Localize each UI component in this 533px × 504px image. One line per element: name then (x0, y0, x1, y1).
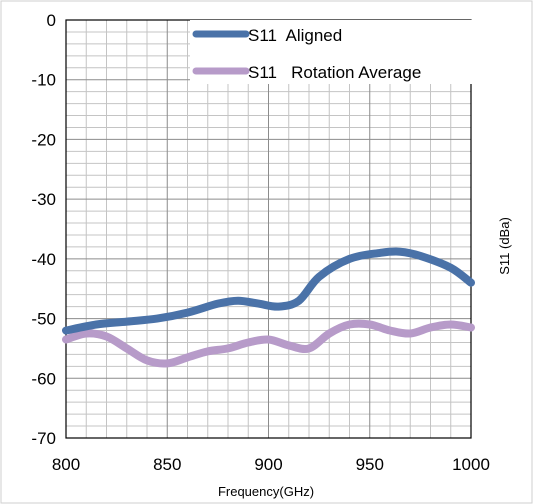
y-tick-label: -40 (31, 250, 56, 269)
y-tick-label: -30 (31, 190, 56, 209)
x-tick-label: 850 (153, 455, 181, 474)
series-layer (62, 247, 475, 368)
y-tick-label: -20 (31, 130, 56, 149)
legend-label-aligned: S11 Aligned (248, 26, 342, 45)
y-axis-title: S11 (dBa) (497, 217, 512, 275)
y-tick-label: -60 (31, 369, 56, 388)
series-line-rotation-average (62, 319, 475, 368)
x-tick-label: 900 (254, 455, 282, 474)
legend-label-rotation-average: S11 Rotation Average (248, 63, 421, 82)
x-tick-label: 1000 (452, 455, 490, 474)
y-tick-label: 0 (47, 11, 56, 30)
x-axis-tick-labels: 800 850 900 950 1000 (52, 455, 490, 474)
y-axis-tick-labels: 0 -10 -20 -30 -40 -50 -60 -70 (31, 11, 56, 448)
y-tick-label: -10 (31, 71, 56, 90)
y-tick-label: -70 (31, 429, 56, 448)
legend: S11 Aligned S11 Rotation Average (190, 20, 474, 84)
x-tick-label: 950 (356, 455, 384, 474)
x-axis-title: Frequency(GHz) (218, 484, 314, 499)
series-line-aligned (62, 247, 475, 335)
y-tick-label: -50 (31, 310, 56, 329)
x-tick-label: 800 (52, 455, 80, 474)
